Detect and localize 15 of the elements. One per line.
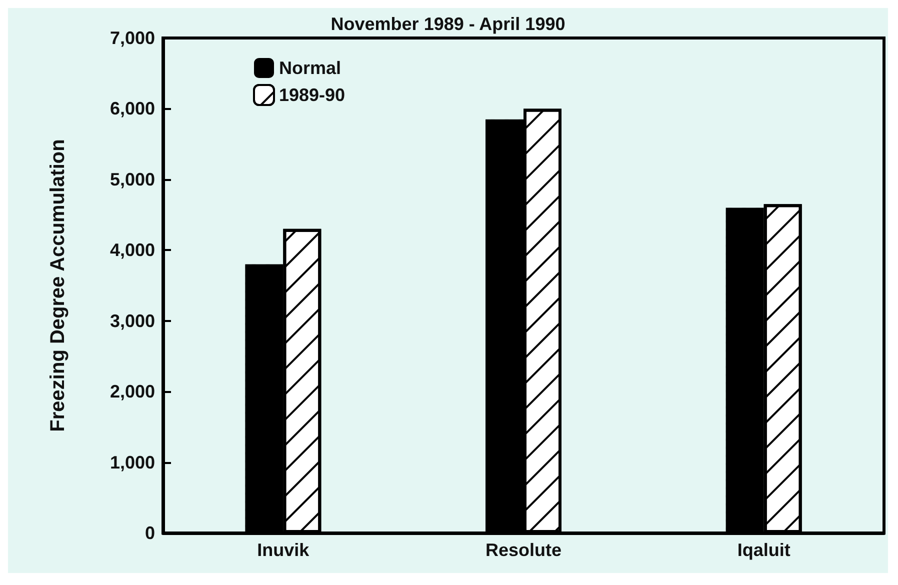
y-tick-label: 6,000 (110, 98, 155, 119)
y-tick-label: 2,000 (110, 382, 155, 402)
y-tick-label: 3,000 (110, 310, 155, 331)
y-tick-label: 0 (144, 523, 155, 543)
y-tick-label: 4,000 (110, 240, 155, 260)
y-tick-label: 5,000 (110, 169, 155, 190)
x-tick-label: Iqaluit (737, 540, 790, 560)
y-axis-title: Freezing Degree Accumulation (47, 139, 69, 432)
x-tick-label: Resolute (485, 540, 562, 560)
y-tick-label: 7,000 (110, 28, 155, 48)
legend-label: 1989-90 (279, 85, 346, 105)
y-tick-label: 1,000 (110, 452, 155, 472)
chart-title: November 1989 - April 1990 (330, 14, 566, 34)
x-tick-label: Inuvik (257, 540, 310, 560)
legend-label: Normal (279, 58, 342, 78)
